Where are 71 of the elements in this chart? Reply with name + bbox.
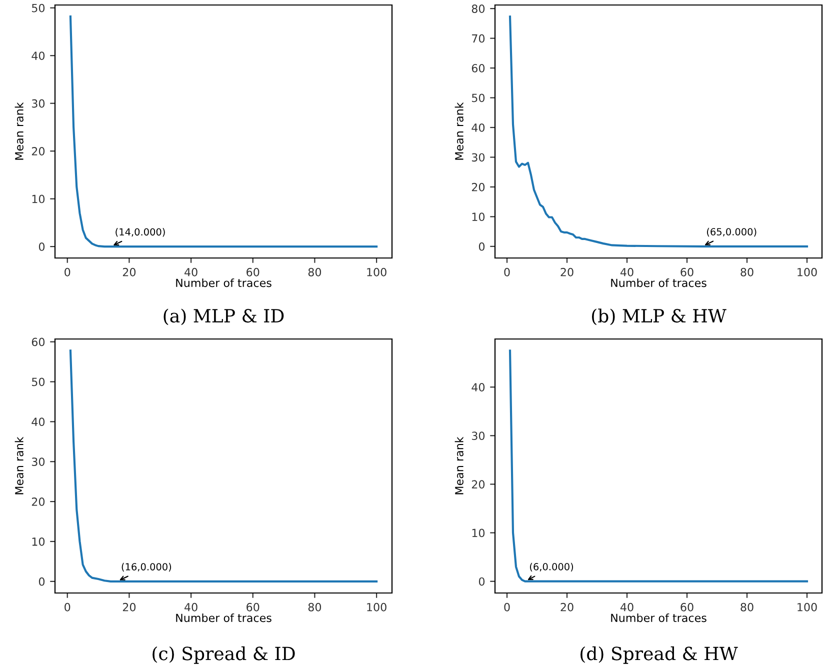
y-tick-label: 40 bbox=[472, 123, 485, 132]
x-tick-label: 0 bbox=[504, 602, 510, 612]
line-series bbox=[508, 350, 808, 582]
x-tick-label: 20 bbox=[122, 602, 136, 612]
y-tick-label: 50 bbox=[32, 4, 45, 12]
text: (a) MLP & ID bbox=[164, 308, 284, 326]
y-tick-label: 60 bbox=[472, 64, 485, 72]
x-axis-title: Number of traces bbox=[176, 278, 272, 288]
x-tick-label: 80 bbox=[740, 268, 754, 276]
x-tick-label: 100 bbox=[798, 602, 817, 612]
x-tick-label: 100 bbox=[367, 602, 386, 612]
x-tick-label: 0 bbox=[64, 268, 70, 276]
text: (c) Spread & ID bbox=[152, 646, 295, 664]
y-tick-label: 10 bbox=[32, 537, 45, 546]
x-tick-label: 20 bbox=[122, 268, 136, 276]
y-tick-label: 50 bbox=[472, 94, 485, 102]
x-tick-label: 40 bbox=[620, 602, 634, 612]
y-tick-label: 20 bbox=[32, 498, 45, 506]
line-series bbox=[508, 16, 808, 248]
y-tick-label: 30 bbox=[32, 99, 45, 108]
x-tick-label: 100 bbox=[798, 268, 817, 276]
y-tick-label: 30 bbox=[32, 458, 45, 466]
y-tick-label: 40 bbox=[32, 418, 45, 426]
x-tick-label: 60 bbox=[246, 602, 260, 612]
y-tick-label: 40 bbox=[472, 383, 485, 392]
y-tick-label: 50 bbox=[32, 378, 45, 386]
annotation: (16,0.000) bbox=[122, 562, 172, 572]
y-tick-label: 70 bbox=[472, 34, 485, 43]
y-tick-label: 0 bbox=[38, 577, 45, 586]
x-tick-label: 0 bbox=[504, 268, 510, 276]
x-tick-label: 40 bbox=[184, 268, 198, 276]
y-tick-label: 10 bbox=[32, 194, 45, 204]
x-tick-label: 0 bbox=[64, 602, 70, 612]
x-tick-label: 40 bbox=[620, 268, 634, 276]
x-tick-label: 40 bbox=[184, 602, 198, 612]
x-tick-label: 80 bbox=[740, 602, 754, 612]
x-tick-label: 80 bbox=[308, 268, 322, 276]
y-tick-label: 40 bbox=[32, 52, 45, 60]
y-tick-label: 10 bbox=[472, 528, 485, 538]
x-axis-title: Number of traces bbox=[611, 278, 706, 288]
x-tick-label: 20 bbox=[560, 602, 574, 612]
y-tick-label: 60 bbox=[32, 338, 45, 346]
y-axis-title: Mean rank bbox=[454, 436, 464, 494]
x-axis-title: Number of traces bbox=[176, 613, 272, 622]
x-tick-label: 60 bbox=[680, 268, 694, 276]
line-series bbox=[69, 350, 378, 582]
x-tick-label: 80 bbox=[308, 602, 322, 612]
y-tick-label: 20 bbox=[472, 480, 485, 489]
y-tick-label: 10 bbox=[472, 212, 485, 222]
text: (b) MLP & HW bbox=[592, 308, 726, 326]
annotation: (14,0.000) bbox=[116, 228, 165, 237]
annotation: (65,0.000) bbox=[707, 228, 756, 237]
y-axis-title: Mean rank bbox=[454, 102, 464, 160]
x-tick-label: 20 bbox=[560, 268, 574, 276]
x-tick-label: 100 bbox=[367, 268, 386, 276]
y-tick-label: 0 bbox=[38, 242, 45, 251]
y-tick-label: 30 bbox=[472, 153, 485, 162]
y-tick-label: 80 bbox=[472, 4, 485, 13]
y-axis-title: Mean rank bbox=[14, 102, 24, 160]
x-axis-title: Number of traces bbox=[611, 613, 706, 622]
y-tick-label: 0 bbox=[478, 242, 485, 251]
y-tick-label: 30 bbox=[472, 432, 485, 440]
x-tick-label: 60 bbox=[246, 268, 260, 276]
y-tick-label: 20 bbox=[32, 147, 45, 156]
annotation: (6,0.000) bbox=[530, 562, 574, 572]
line-series bbox=[69, 15, 378, 248]
text: (d) Spread & HW bbox=[580, 646, 738, 664]
y-tick-label: 0 bbox=[478, 577, 485, 586]
y-tick-label: 20 bbox=[472, 182, 485, 192]
y-axis-title: Mean rank bbox=[14, 436, 24, 494]
x-tick-label: 60 bbox=[680, 602, 694, 612]
